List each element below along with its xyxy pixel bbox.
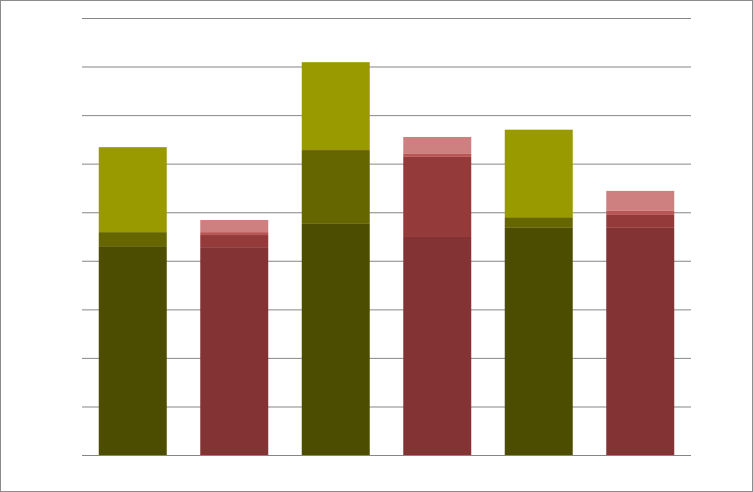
bar-5-segment-1 [504, 227, 573, 455]
bar-3-segment-2 [301, 150, 370, 224]
bar-2-segment-4 [200, 219, 269, 233]
bar-1-segment-3 [98, 147, 167, 233]
bar-1-segment-2 [98, 232, 167, 247]
bar-1-segment-1 [98, 246, 167, 455]
bar-4-segment-3 [403, 153, 472, 157]
bar-5-segment-3 [504, 129, 573, 218]
bar-4-segment-1 [403, 236, 472, 455]
bar-6-segment-3 [606, 210, 675, 215]
bar-2-segment-1 [200, 247, 269, 455]
bar-4-segment-2 [403, 156, 472, 237]
bar-6-segment-2 [606, 214, 675, 228]
bar-3-segment-1 [301, 223, 370, 455]
bar-6-segment-1 [606, 227, 675, 455]
bar-5-segment-2 [504, 217, 573, 228]
bar-2-segment-3 [200, 232, 269, 236]
bar-4-segment-4 [403, 136, 472, 154]
bar-2-segment-2 [200, 235, 269, 248]
bar-6-segment-4 [606, 190, 675, 211]
bar-3-segment-3 [301, 62, 370, 151]
